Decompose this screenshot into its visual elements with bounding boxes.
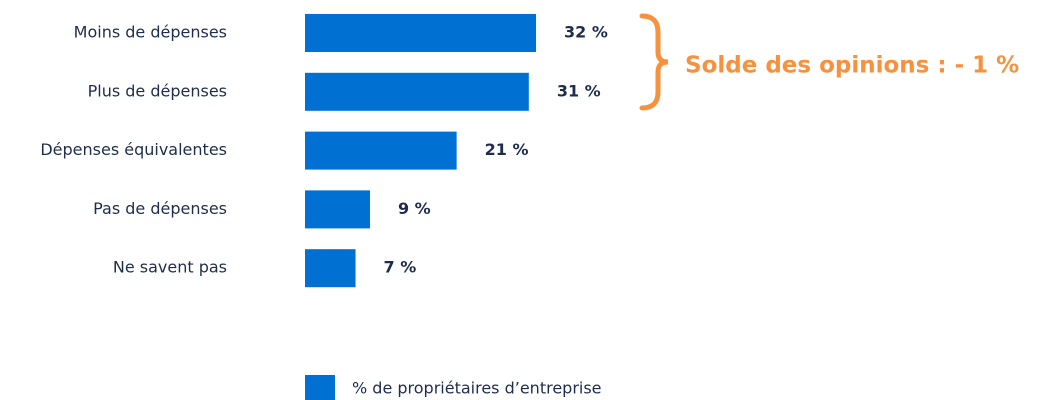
brace [639, 13, 669, 111]
legend-swatch [305, 375, 335, 400]
bar [305, 131, 457, 170]
category-label: Dépenses équivalentes [40, 140, 227, 159]
category-label: Ne savent pas [113, 258, 227, 277]
bar [305, 190, 370, 229]
value-label: 7 % [384, 258, 417, 277]
legend-label: % de propriétaires d’entreprise [352, 379, 602, 398]
bar [305, 249, 356, 288]
annotation: Solde des opinions : - 1 % [685, 53, 1019, 79]
value-label: 31 % [557, 81, 601, 100]
category-label: Pas de dépenses [93, 199, 227, 218]
value-label: 21 % [485, 140, 529, 159]
bar [305, 72, 529, 111]
bar [305, 14, 537, 52]
value-label: 9 % [398, 199, 431, 218]
category-label: Plus de dépenses [88, 81, 227, 100]
value-label: 32 % [564, 23, 608, 42]
category-label: Moins de dépenses [74, 23, 227, 42]
